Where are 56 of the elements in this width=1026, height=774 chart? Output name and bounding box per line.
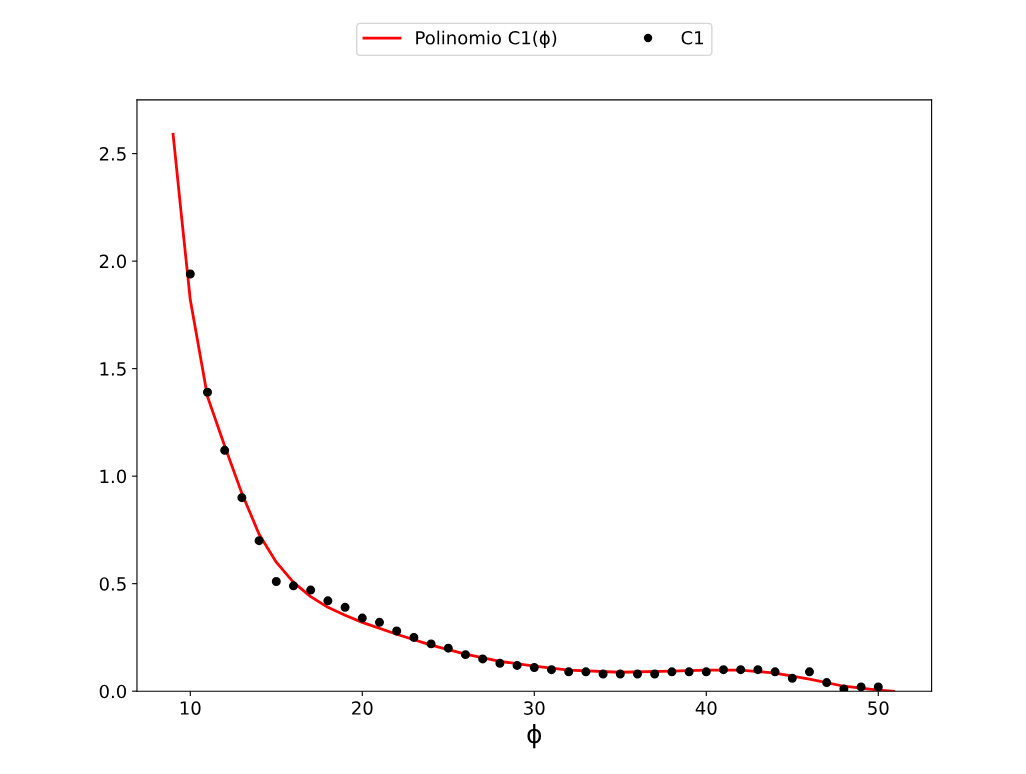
point <box>202 387 212 397</box>
line-series <box>171 132 896 692</box>
point <box>409 632 419 642</box>
y-tick-label: 0.0 <box>99 684 127 699</box>
point <box>323 596 333 606</box>
x-tick-label: 40 <box>695 701 717 715</box>
point <box>237 493 247 503</box>
point <box>220 445 230 455</box>
point <box>873 682 883 692</box>
y-tick-label: 0.5 <box>99 577 126 591</box>
x-tick-label: 30 <box>524 701 545 715</box>
point <box>736 665 746 675</box>
point <box>357 613 367 623</box>
point <box>701 667 711 677</box>
legend-label: Polinomio C1(ϕ) <box>416 30 557 49</box>
x-tick-label: 50 <box>868 701 889 715</box>
point <box>615 669 625 679</box>
point <box>839 684 849 692</box>
point <box>581 667 591 677</box>
point <box>460 650 470 660</box>
point <box>822 678 832 688</box>
point <box>632 669 642 679</box>
point <box>254 536 264 546</box>
point <box>374 617 384 627</box>
x-tick-label: 20 <box>352 701 373 715</box>
point <box>753 665 763 675</box>
point <box>340 602 350 612</box>
point <box>271 577 281 587</box>
point <box>495 658 505 668</box>
point <box>804 667 814 677</box>
point <box>856 682 866 692</box>
legend-label: C1 <box>681 30 703 45</box>
point <box>426 639 436 649</box>
point <box>684 667 694 677</box>
point <box>443 643 453 653</box>
y-tick-label: 2.5 <box>99 147 126 161</box>
point <box>185 269 195 279</box>
point <box>478 654 488 664</box>
point <box>392 626 402 636</box>
point <box>770 667 780 677</box>
point <box>650 669 660 679</box>
x-axis-title: ϕ <box>527 723 542 749</box>
point <box>306 585 316 595</box>
point <box>546 665 556 675</box>
y-tick-label: 1.5 <box>100 362 126 376</box>
point <box>512 660 522 670</box>
y-tick-label: 1.0 <box>100 469 127 484</box>
point <box>787 673 797 683</box>
point <box>598 669 608 679</box>
point <box>667 667 677 677</box>
point <box>564 667 574 677</box>
x-tick-label: 10 <box>180 701 201 715</box>
point <box>288 581 298 591</box>
point <box>529 663 539 673</box>
point <box>718 665 728 675</box>
y-tick-label: 2.0 <box>99 254 127 269</box>
